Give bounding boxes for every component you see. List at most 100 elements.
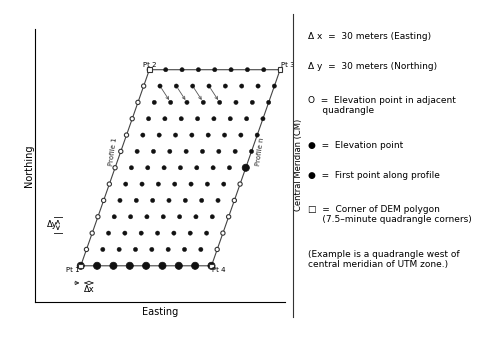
Text: Pt 1: Pt 1 (66, 267, 80, 274)
Circle shape (159, 262, 166, 269)
Circle shape (228, 166, 232, 170)
Circle shape (240, 84, 244, 88)
Circle shape (96, 215, 100, 219)
Circle shape (261, 117, 265, 121)
Circle shape (212, 68, 217, 72)
Circle shape (142, 84, 146, 88)
Circle shape (192, 262, 198, 269)
Circle shape (134, 247, 138, 252)
Circle shape (90, 231, 94, 235)
Circle shape (180, 68, 184, 72)
Circle shape (228, 117, 232, 121)
Circle shape (229, 68, 233, 72)
Circle shape (216, 149, 221, 153)
Circle shape (167, 198, 171, 203)
Circle shape (246, 68, 250, 72)
Circle shape (262, 68, 266, 72)
Circle shape (100, 247, 105, 252)
Circle shape (162, 166, 166, 170)
Circle shape (84, 247, 88, 252)
Circle shape (140, 133, 145, 137)
Circle shape (184, 149, 188, 153)
Circle shape (244, 117, 248, 121)
Circle shape (183, 198, 188, 203)
Bar (78, 263, 83, 268)
Circle shape (102, 198, 106, 203)
Circle shape (118, 149, 123, 153)
Circle shape (150, 198, 155, 203)
Circle shape (106, 231, 110, 235)
Circle shape (168, 100, 172, 104)
Circle shape (210, 215, 214, 219)
Circle shape (161, 215, 166, 219)
Circle shape (182, 247, 186, 252)
Circle shape (166, 247, 170, 252)
Circle shape (190, 133, 194, 137)
Circle shape (117, 247, 121, 252)
Circle shape (206, 133, 210, 137)
Circle shape (130, 117, 134, 121)
Text: (Example is a quadrangle west of
central meridian of UTM zone.): (Example is a quadrangle west of central… (308, 250, 460, 269)
Circle shape (174, 133, 178, 137)
Circle shape (242, 164, 250, 171)
Circle shape (134, 198, 138, 203)
X-axis label: Easting: Easting (142, 307, 178, 317)
Text: Pt 4: Pt 4 (212, 267, 226, 274)
Circle shape (135, 149, 139, 153)
Circle shape (130, 166, 134, 170)
Circle shape (140, 182, 144, 186)
Circle shape (94, 262, 100, 269)
Circle shape (218, 100, 222, 104)
Text: Δ x  =  30 meters (Easting): Δ x = 30 meters (Easting) (308, 32, 431, 41)
Circle shape (196, 68, 200, 72)
Circle shape (198, 247, 203, 252)
Circle shape (152, 149, 156, 153)
Circle shape (145, 215, 149, 219)
Circle shape (194, 166, 199, 170)
Circle shape (204, 231, 208, 235)
Text: □  =  Corner of DEM polygon
     (7.5–minute quadrangle corners): □ = Corner of DEM polygon (7.5–minute qu… (308, 205, 472, 224)
Circle shape (200, 198, 204, 203)
Y-axis label: Northing: Northing (24, 144, 34, 187)
Circle shape (226, 215, 231, 219)
Circle shape (122, 231, 127, 235)
Circle shape (239, 133, 243, 137)
Circle shape (152, 100, 156, 104)
Circle shape (148, 68, 152, 72)
Circle shape (250, 100, 254, 104)
Circle shape (174, 84, 178, 88)
Circle shape (172, 231, 176, 235)
Circle shape (188, 231, 192, 235)
Circle shape (136, 100, 140, 104)
Text: Pt 2: Pt 2 (142, 62, 156, 68)
Circle shape (208, 262, 215, 269)
Circle shape (156, 231, 160, 235)
Circle shape (238, 182, 242, 186)
Circle shape (139, 231, 143, 235)
Circle shape (124, 182, 128, 186)
Text: Profile n: Profile n (256, 137, 266, 166)
Circle shape (112, 215, 116, 219)
Text: Δy: Δy (47, 220, 58, 229)
Circle shape (150, 247, 154, 252)
Circle shape (266, 100, 271, 104)
Circle shape (232, 198, 236, 203)
Text: O  =  Elevation point in adjacent
     quadrangle: O = Elevation point in adjacent quadrang… (308, 96, 456, 115)
Circle shape (212, 117, 216, 121)
Bar (147, 68, 152, 72)
Circle shape (194, 215, 198, 219)
Circle shape (256, 84, 260, 88)
Text: Δ y  =  30 meters (Northing): Δ y = 30 meters (Northing) (308, 62, 437, 71)
Text: Δx: Δx (84, 285, 94, 294)
Circle shape (158, 84, 162, 88)
Circle shape (222, 133, 226, 137)
Circle shape (178, 215, 182, 219)
Circle shape (255, 133, 260, 137)
Circle shape (142, 262, 150, 269)
Circle shape (179, 117, 184, 121)
Circle shape (164, 68, 168, 72)
Circle shape (211, 166, 215, 170)
Circle shape (124, 133, 128, 137)
Circle shape (272, 84, 276, 88)
Circle shape (250, 149, 254, 153)
